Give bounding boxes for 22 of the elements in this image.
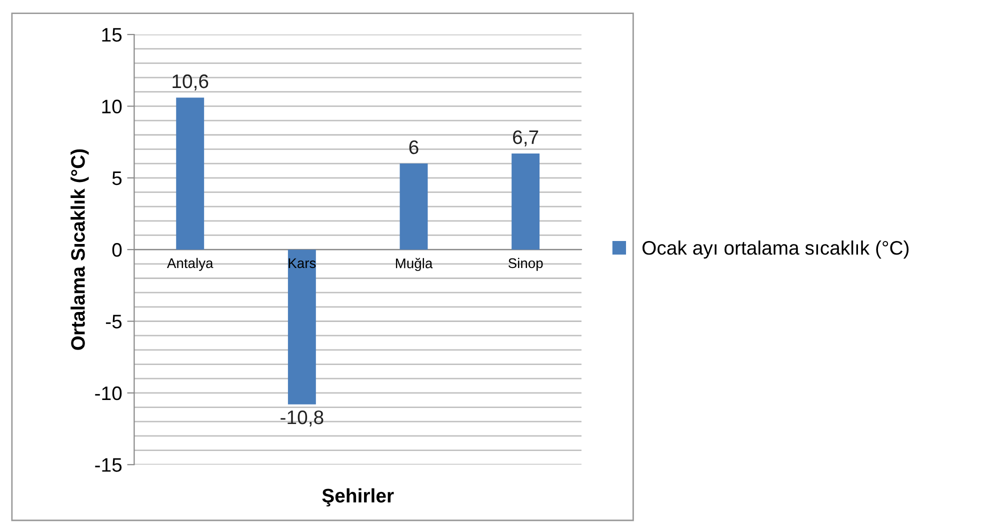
legend-label: Ocak ayı ortalama sıcaklık (°C) — [642, 240, 909, 259]
data-label: 10,6 — [172, 74, 208, 90]
bar — [176, 98, 204, 250]
x-axis-title: Şehirler — [322, 488, 394, 506]
data-label: 6,7 — [513, 130, 538, 146]
bar — [512, 154, 540, 250]
x-tick-label: Sinop — [508, 258, 543, 271]
y-tick-label: 15 — [102, 28, 122, 42]
y-tick-label: 5 — [112, 172, 122, 186]
bar — [288, 250, 316, 404]
y-tick-label: -5 — [106, 314, 122, 328]
y-tick-label: -15 — [95, 458, 122, 472]
bar — [400, 164, 428, 250]
x-tick-label: Muğla — [396, 258, 433, 272]
y-tick-label: 10 — [102, 100, 122, 114]
y-tick-label: 0 — [112, 243, 122, 257]
x-tick-label: Antalya — [166, 258, 214, 271]
data-label: 6 — [409, 140, 418, 154]
data-label: -10,8 — [280, 410, 324, 427]
x-tick-label: Kars — [288, 258, 316, 268]
y-tick-label: -10 — [95, 386, 122, 400]
y-axis-title: Ortalama Sıcaklık (°C) — [70, 149, 89, 350]
